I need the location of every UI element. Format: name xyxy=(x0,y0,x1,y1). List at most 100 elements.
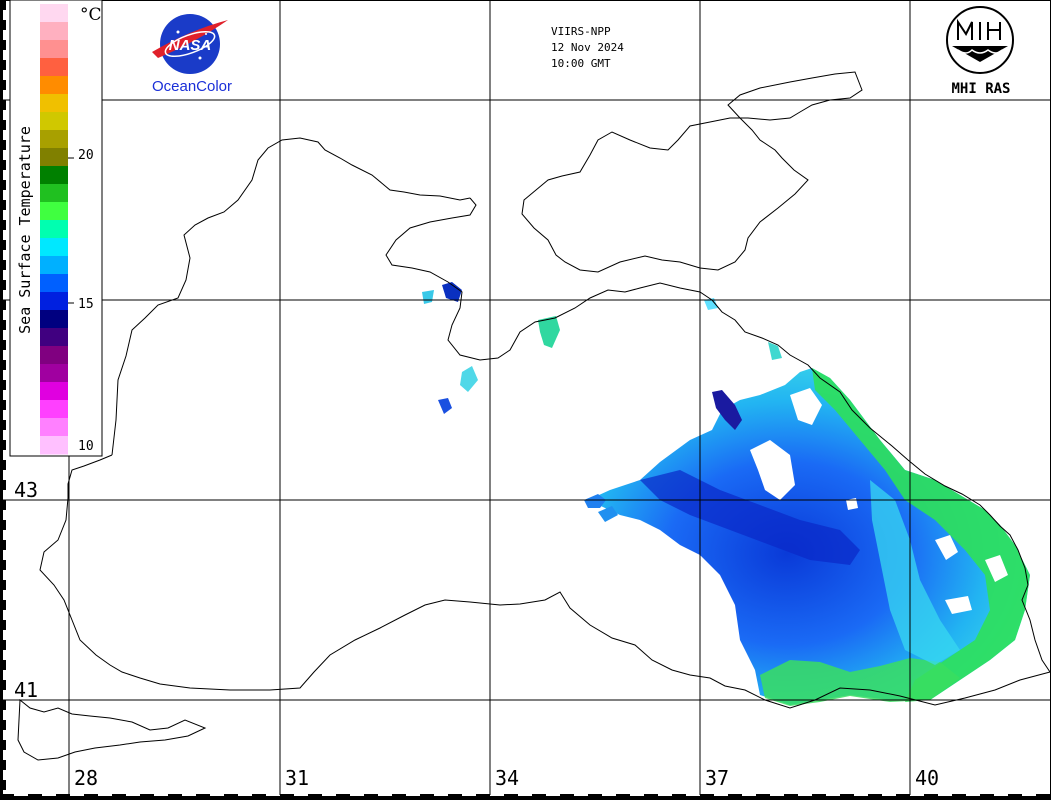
ruler-tick xyxy=(210,797,224,800)
ruler-tick xyxy=(0,750,3,760)
ruler-tick xyxy=(0,690,3,700)
lat-label-43: 43 xyxy=(14,478,38,502)
ruler-tick xyxy=(280,794,294,800)
ruler-tick xyxy=(154,797,168,800)
ruler-tick xyxy=(238,797,252,800)
legend-color-step xyxy=(40,346,68,365)
ruler-tick xyxy=(980,794,994,800)
legend-color-step xyxy=(40,328,68,347)
ruler-tick xyxy=(910,797,924,800)
sst-small-4 xyxy=(438,398,452,414)
ruler-tick xyxy=(0,90,3,100)
legend-color-step xyxy=(40,256,68,275)
ruler-tick xyxy=(0,450,3,460)
ruler-tick xyxy=(952,794,966,800)
ruler-tick xyxy=(0,590,3,600)
ruler-tick xyxy=(0,130,3,140)
ruler-tick xyxy=(140,794,154,800)
ruler-tick xyxy=(0,710,3,720)
ruler-tick xyxy=(0,140,6,150)
ruler-tick xyxy=(0,630,3,640)
ruler-tick xyxy=(896,794,910,800)
nasa-oceancolor-logo: NASA OceanColor xyxy=(152,14,232,95)
ruler-tick xyxy=(168,794,182,800)
bottom-scale-ruler xyxy=(0,794,1051,800)
lon-label-28: 28 xyxy=(74,766,98,790)
time-label: 10:00 GMT xyxy=(551,57,611,70)
ruler-tick xyxy=(0,150,3,160)
ruler-tick xyxy=(476,794,490,800)
ruler-tick xyxy=(0,760,6,770)
ruler-tick xyxy=(574,797,588,800)
legend-color-step xyxy=(40,76,68,95)
coast-azov xyxy=(521,71,863,273)
ruler-tick xyxy=(0,320,6,330)
legend-tick-10: 10 xyxy=(78,439,94,454)
ruler-tick xyxy=(602,797,616,800)
ruler-tick xyxy=(0,490,3,500)
legend-color-step xyxy=(40,166,68,185)
ruler-tick xyxy=(0,210,3,220)
sst-small-5 xyxy=(768,342,782,360)
ruler-tick xyxy=(378,797,392,800)
ruler-tick xyxy=(854,797,868,800)
sst-small-1 xyxy=(584,494,606,508)
ruler-tick xyxy=(0,780,6,790)
nasa-wordmark: NASA xyxy=(169,37,212,54)
ruler-tick xyxy=(1036,794,1050,800)
ruler-tick xyxy=(700,794,714,800)
oceancolor-label: OceanColor xyxy=(152,78,232,95)
ruler-tick xyxy=(0,340,6,350)
ruler-tick xyxy=(0,200,6,210)
sst-kerch xyxy=(538,316,560,348)
ruler-tick xyxy=(0,290,3,300)
ruler-tick xyxy=(0,670,3,680)
coast-crimea xyxy=(385,197,713,361)
ruler-tick xyxy=(0,160,6,170)
ruler-tick xyxy=(714,797,728,800)
ruler-tick xyxy=(0,270,3,280)
satellite-info: VIIRS-NPP 12 Nov 2024 10:00 GMT xyxy=(551,25,624,70)
sst-small-3 xyxy=(460,366,478,392)
ruler-tick xyxy=(532,794,546,800)
ruler-tick xyxy=(182,797,196,800)
legend: °C Sea Surface Temperature 20 15 10 xyxy=(9,0,103,457)
legend-color-step xyxy=(40,4,68,23)
coast-south xyxy=(39,497,1051,709)
ruler-tick xyxy=(0,510,3,520)
ruler-tick xyxy=(0,120,6,130)
ruler-tick xyxy=(0,480,6,490)
ruler-tick xyxy=(0,0,6,10)
ruler-tick xyxy=(98,797,112,800)
ruler-tick xyxy=(588,794,602,800)
coastline xyxy=(17,71,1051,761)
ruler-tick xyxy=(0,300,6,310)
legend-unit: °C xyxy=(80,5,102,25)
ruler-tick xyxy=(126,797,140,800)
ruler-tick xyxy=(0,330,3,340)
ruler-tick xyxy=(0,260,6,270)
ruler-tick xyxy=(0,580,6,590)
ruler-tick xyxy=(0,350,3,360)
legend-color-step xyxy=(40,436,68,455)
ruler-tick xyxy=(0,20,6,30)
lon-label-40: 40 xyxy=(915,766,939,790)
ruler-tick xyxy=(196,794,210,800)
ruler-tick xyxy=(0,60,6,70)
ruler-tick xyxy=(336,794,350,800)
ruler-tick xyxy=(0,520,6,530)
ruler-tick xyxy=(784,794,798,800)
ruler-tick xyxy=(0,30,3,40)
ruler-tick xyxy=(672,794,686,800)
ruler-tick xyxy=(0,430,3,440)
ruler-tick xyxy=(924,794,938,800)
ruler-tick xyxy=(0,610,3,620)
ruler-tick xyxy=(504,794,518,800)
coast-west-north xyxy=(111,137,471,456)
ruler-tick xyxy=(630,797,644,800)
sst-small-6 xyxy=(704,298,718,310)
nasa-swoosh-icon xyxy=(152,20,228,58)
legend-color-step xyxy=(40,382,68,401)
ruler-tick xyxy=(0,80,6,90)
